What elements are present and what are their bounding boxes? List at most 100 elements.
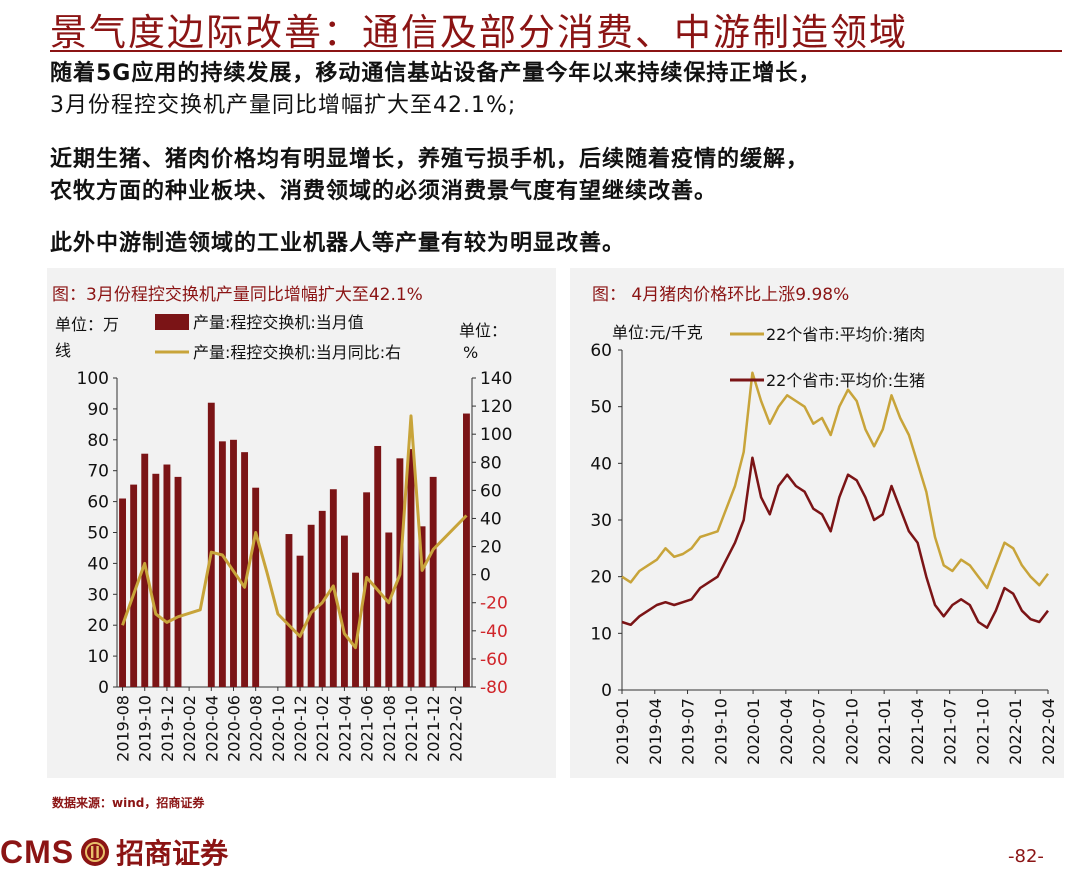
- chart-left: 0 10 20 30 40 50 60 70 80 90 100 -80 -60 -40 -20 0 20 40 6…: [55, 313, 512, 762]
- x-tick-label: 2022-04: [1039, 698, 1058, 765]
- y-right-tick-label: -20: [480, 594, 508, 614]
- x-tick-label: 2021-12: [424, 695, 443, 762]
- y-tick-label: 20: [590, 568, 612, 588]
- paragraph-2-line-1: 近期生猪、猪肉价格均有明显增长，养殖亏损手机，后续随着疫情的缓解，: [50, 147, 810, 172]
- y-right-tick-label: 20: [480, 538, 502, 558]
- y-right-tick-label: -80: [480, 678, 508, 698]
- bar-2020-07: [241, 452, 249, 687]
- chart-left-title: 图：3月份程控交换机产量同比增幅扩大至42.1%: [52, 285, 423, 305]
- x-tick-label: 2021-01: [875, 698, 894, 765]
- bar-2019-08: [119, 498, 126, 687]
- title-divider: [50, 50, 1062, 52]
- yoy-line-series: [121, 414, 468, 650]
- y-right-tick-label: 40: [480, 509, 502, 529]
- y-tick-label: 0: [601, 681, 612, 701]
- logo-cn-text: 招商证券: [116, 837, 229, 870]
- y-left-tick-label: 40: [87, 554, 109, 574]
- x-tick-label: 2020-07: [810, 698, 829, 765]
- bar-2020-08: [252, 487, 260, 687]
- paragraph-1-line-1: 随着5G应用的持续发展，移动通信基站设备产量今年以来持续保持正增长，: [50, 61, 822, 86]
- bar-2020-11: [285, 534, 293, 687]
- right-unit-line2: %: [463, 343, 478, 362]
- bar-2021-10: [407, 449, 415, 687]
- x-tick-label: 2020-10: [842, 698, 861, 765]
- page-title: 景气度边际改善：通信及部分消费、中游制造领域: [50, 11, 908, 54]
- bar-2021-08: [385, 532, 393, 687]
- x-tick-label: 2022-01: [1006, 698, 1025, 765]
- x-tick-label: 2022-02: [446, 695, 465, 762]
- x-tick-label: 2019-12: [158, 695, 177, 762]
- bar-2021-12: [429, 476, 437, 687]
- y-left-tick-label: 10: [87, 647, 109, 667]
- y-right-tick-label: 60: [480, 481, 502, 501]
- bar-2021-06: [363, 492, 371, 687]
- x-tick-label: 2021-06: [358, 695, 377, 762]
- y-right-tick-label: 80: [480, 453, 502, 473]
- chart-right-title: 图： 4月猪肉价格环比上涨9.98%: [592, 285, 850, 305]
- bar-2022-03: [463, 413, 470, 687]
- legend-bar-swatch: [155, 314, 189, 330]
- y-left-tick-label: 20: [87, 616, 109, 636]
- y-left-tick-label: 70: [87, 462, 109, 482]
- bar-2019-11: [152, 473, 160, 687]
- y-left-tick-label: 80: [87, 431, 109, 451]
- y-right-tick-label: -40: [480, 622, 508, 642]
- bar-2021-02: [318, 510, 326, 687]
- left-unit-line1: 单位：万: [55, 315, 119, 334]
- bar-2020-12: [296, 555, 304, 687]
- legend-hog-label: 22个省市:平均价:生猪: [766, 371, 925, 390]
- y-tick-label: 60: [590, 341, 612, 361]
- x-tick-label: 2020-10: [269, 695, 288, 762]
- paragraph-2-line-2: 农牧方面的种业板块、消费领域的必须消费景气度有望继续改善。: [50, 179, 718, 204]
- x-tick-label: 2020-02: [180, 695, 199, 762]
- x-tick-label: 2020-08: [247, 695, 266, 762]
- legend-line-label: 产量:程控交换机:当月同比:右: [193, 343, 401, 362]
- bar-2020-01: [174, 476, 182, 687]
- x-tick-label: 2021-07: [941, 698, 960, 765]
- y-tick-label: 40: [590, 454, 612, 474]
- x-tick-label: 2019-08: [114, 695, 133, 762]
- bar-2021-01: [307, 524, 315, 687]
- bar-2021-11: [418, 526, 426, 687]
- bar-2021-07: [374, 445, 382, 687]
- x-tick-label: 2021-04: [335, 695, 354, 762]
- chart-right: 0 10 20 30 40 50 60 2019-01 2019-04 2019-07 2019-1…: [590, 323, 1058, 765]
- bar-2020-05: [218, 441, 226, 687]
- left-unit-line2: 线: [55, 341, 71, 360]
- y-right-tick-label: 140: [480, 369, 512, 389]
- x-tick-label: 2021-08: [380, 695, 399, 762]
- x-tick-label: 2020-04: [777, 698, 796, 765]
- y-right-tick-label: 100: [480, 425, 512, 445]
- x-tick-label: 2020-01: [744, 698, 763, 765]
- paragraph-3: 此外中游制造领域的工业机器人等产量有较为明显改善。: [50, 231, 626, 256]
- x-tick-label: 2021-02: [313, 695, 332, 762]
- bar-2020-04: [207, 402, 215, 687]
- x-tick-label: 2019-01: [613, 698, 632, 765]
- x-tick-label: 2021-10: [402, 695, 421, 762]
- company-logo: CMS 招商证券: [0, 832, 228, 872]
- y-tick-label: 50: [590, 398, 612, 418]
- data-source: 数据来源：wind，招商证券: [52, 796, 205, 810]
- page-number: -82-: [1008, 846, 1044, 867]
- right-unit-line1: 单位：: [459, 321, 507, 340]
- y-left-tick-label: 50: [87, 524, 109, 544]
- bar-2021-04: [340, 535, 348, 687]
- logo-emblem-icon: [81, 838, 110, 866]
- bar-2020-06: [230, 439, 237, 687]
- legend-pork-label: 22个省市:平均价:猪肉: [766, 325, 925, 344]
- x-tick-label: 2020-06: [224, 695, 243, 762]
- bar-2019-09: [130, 484, 138, 687]
- y-right-tick-label: 0: [480, 566, 491, 586]
- logo-cms-text: CMS: [0, 833, 75, 870]
- x-tick-label: 2019-04: [646, 698, 665, 765]
- bar-2021-05: [352, 572, 359, 687]
- series-line-0: [621, 371, 1049, 590]
- paragraph-1-line-2: 3月份程控交换机产量同比增幅扩大至42.1%;: [50, 93, 517, 118]
- y-tick-label: 10: [590, 624, 612, 644]
- y-tick-label: 30: [590, 511, 612, 531]
- x-tick-label: 2021-04: [908, 698, 927, 765]
- bar-2019-12: [163, 464, 171, 687]
- y-right-tick-label: 120: [480, 397, 512, 417]
- y-left-tick-label: 90: [87, 400, 109, 420]
- legend-bar-label: 产量:程控交换机:当月值: [193, 313, 364, 332]
